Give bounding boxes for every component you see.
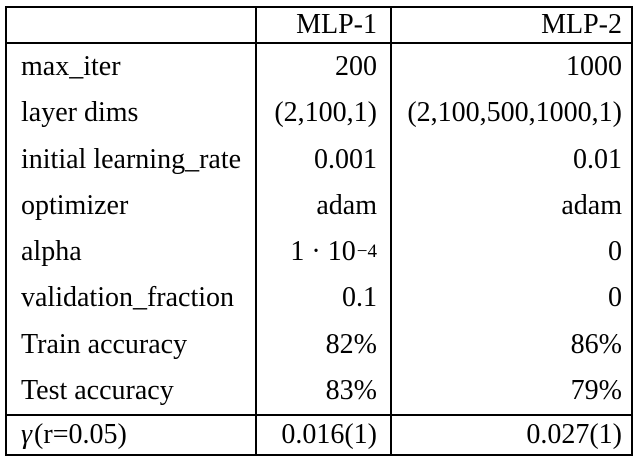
cell-mlp1: 200	[257, 44, 392, 91]
row-label: layer dims	[7, 90, 257, 137]
cell-mlp1: adam	[257, 182, 392, 229]
cell-mlp2: 79%	[570, 374, 622, 406]
row-label: alpha	[7, 229, 257, 276]
gamma-row-label: γ (r=0.05)	[7, 416, 257, 454]
cell-mlp2: 0	[608, 282, 622, 314]
header-mlp2: MLP-2	[541, 9, 622, 40]
row-label: Test accuracy	[7, 367, 257, 414]
cell-gamma-mlp1: 0.016(1)	[257, 416, 392, 454]
table-row-initial-learning-rate: initial learning_rate 0.001 0.01	[7, 136, 631, 183]
cell-mlp1: 0.1	[257, 275, 392, 322]
mlp-hyperparameter-table: MLP-1 MLP-2 max_iter 200 1000 layer dims…	[5, 6, 633, 456]
row-label: optimizer	[7, 182, 257, 229]
table-row-gamma: γ (r=0.05) 0.016(1) 0.027(1)	[7, 414, 631, 454]
row-label: max_iter	[7, 44, 257, 91]
cell-mlp2: (2,100,500,1000,1)	[407, 97, 622, 129]
table-row-alpha: alpha 1 · 10 −4 0	[7, 229, 631, 276]
gamma-symbol: γ	[21, 419, 33, 450]
table-row-optimizer: optimizer adam adam	[7, 182, 631, 229]
row-label: validation_fraction	[7, 275, 257, 322]
cell-mlp2: 1000	[566, 51, 622, 83]
header-empty-cell	[7, 8, 257, 42]
table-row-max-iter: max_iter 200 1000	[7, 44, 631, 91]
table-row-test-accuracy: Test accuracy 83% 79%	[7, 367, 631, 414]
alpha-mantissa: 1 · 10	[290, 236, 356, 268]
cell-mlp2: 0.01	[573, 143, 622, 175]
table-row-validation-fraction: validation_fraction 0.1 0	[7, 275, 631, 322]
cell-mlp1: 0.001	[257, 136, 392, 183]
cell-mlp1: (2,100,1)	[257, 90, 392, 137]
row-label: initial learning_rate	[7, 136, 257, 183]
cell-gamma-mlp2: 0.027(1)	[526, 419, 622, 450]
header-mlp1: MLP-1	[257, 8, 392, 42]
cell-mlp2: adam	[561, 189, 622, 221]
cell-mlp2: 0	[608, 236, 622, 268]
cell-mlp1-alpha-value: 1 · 10 −4	[257, 229, 392, 276]
table-header-row: MLP-1 MLP-2	[7, 8, 631, 44]
row-label: Train accuracy	[7, 321, 257, 368]
table-row-train-accuracy: Train accuracy 82% 86%	[7, 321, 631, 368]
gamma-row-condition: (r=0.05)	[34, 419, 127, 450]
table-row-layer-dims: layer dims (2,100,1) (2,100,500,1000,1)	[7, 90, 631, 137]
cell-mlp1: 82%	[257, 321, 392, 368]
cell-mlp1: 83%	[257, 367, 392, 414]
cell-mlp2: 86%	[570, 328, 622, 360]
